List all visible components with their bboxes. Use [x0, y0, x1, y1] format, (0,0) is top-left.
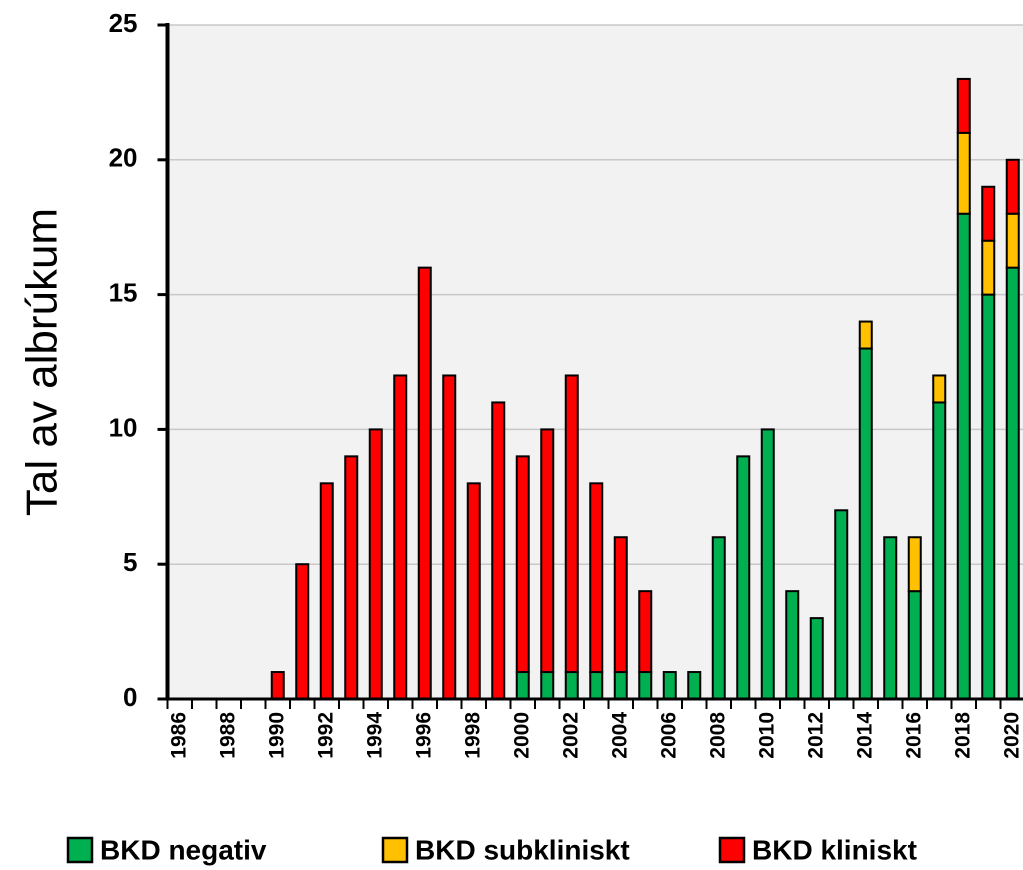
bar-segment — [540, 671, 555, 700]
bar-segment — [736, 455, 751, 700]
bar-segment — [956, 212, 971, 700]
bar-segment — [564, 671, 579, 700]
bar-segment — [687, 671, 702, 700]
bar-segment — [417, 266, 432, 700]
bar-segment — [662, 671, 677, 700]
x-tick-label: 2018 — [951, 712, 974, 759]
bar-segment — [981, 239, 996, 296]
legend-swatch — [381, 836, 409, 864]
x-tick-label: 1992 — [314, 712, 337, 759]
bar-segment — [515, 455, 530, 674]
x-tick-label: 1988 — [216, 712, 239, 759]
legend-label: BKD negativ — [100, 834, 267, 865]
x-tick-label: 2010 — [755, 712, 778, 759]
legend-label: BKD kliniskt — [752, 834, 917, 865]
bar-segment — [613, 671, 628, 700]
x-tick-label: 2014 — [853, 712, 876, 759]
bar-segment — [858, 347, 873, 700]
bar-segment — [981, 185, 996, 242]
bar-segment — [319, 482, 334, 700]
y-tick-label: 20 — [109, 143, 138, 173]
bar-segment — [270, 671, 285, 700]
bar-segment — [907, 536, 922, 593]
x-tick-label: 2008 — [706, 712, 729, 759]
bar-segment — [638, 590, 653, 674]
bar-segment — [932, 401, 947, 700]
y-tick-label: 5 — [123, 547, 137, 577]
bar-segment — [883, 536, 898, 700]
x-tick-label: 2002 — [559, 712, 582, 759]
x-tick-label: 2006 — [657, 712, 680, 759]
bar-segment — [344, 455, 359, 700]
bar-segment — [515, 671, 530, 700]
bar-segment — [834, 509, 849, 700]
legend-label: BKD subkliniskt — [415, 834, 630, 865]
y-tick-label: 10 — [109, 412, 138, 442]
y-tick-label: 15 — [109, 277, 138, 307]
x-tick-label: 2012 — [804, 712, 827, 759]
bar-segment — [295, 563, 310, 701]
legend-swatch — [66, 836, 94, 864]
bar-segment — [711, 536, 726, 700]
x-tick-label: 1996 — [412, 712, 435, 759]
bar-segment — [858, 320, 873, 350]
bar-segment — [491, 401, 506, 700]
bar-segment — [981, 293, 996, 700]
bar-segment — [393, 374, 408, 700]
bar-segment — [1005, 158, 1020, 215]
x-tick-label: 1994 — [363, 712, 386, 759]
bar-segment — [956, 77, 971, 134]
legend-swatch — [718, 836, 746, 864]
x-tick-label: 2016 — [902, 712, 925, 759]
x-tick-label: 2004 — [608, 712, 631, 759]
y-axis-title: Tal av albrúkum — [18, 208, 67, 516]
x-tick-label: 2020 — [1000, 712, 1023, 759]
bar-segment — [956, 131, 971, 215]
x-tick-label: 1998 — [461, 712, 484, 759]
bar-segment — [932, 374, 947, 404]
bar-segment — [466, 482, 481, 700]
y-tick-label: 0 — [123, 682, 137, 712]
bar-segment — [540, 428, 555, 674]
bar-segment — [638, 671, 653, 700]
bar-segment — [1005, 266, 1020, 700]
bar-segment — [907, 590, 922, 700]
x-tick-label: 2000 — [510, 712, 533, 759]
bar-segment — [613, 536, 628, 674]
bar-segment — [589, 671, 604, 700]
y-tick-label: 25 — [109, 8, 138, 38]
bar-segment — [564, 374, 579, 674]
bar-segment — [785, 590, 800, 700]
bar-segment — [442, 374, 457, 700]
x-tick-label: 1990 — [265, 712, 288, 759]
x-tick-label: 1986 — [167, 712, 190, 759]
bar-segment — [1005, 212, 1020, 269]
bar-segment — [809, 617, 824, 700]
bar-segment — [760, 428, 775, 700]
bar-segment — [368, 428, 383, 700]
bar-segment — [589, 482, 604, 674]
